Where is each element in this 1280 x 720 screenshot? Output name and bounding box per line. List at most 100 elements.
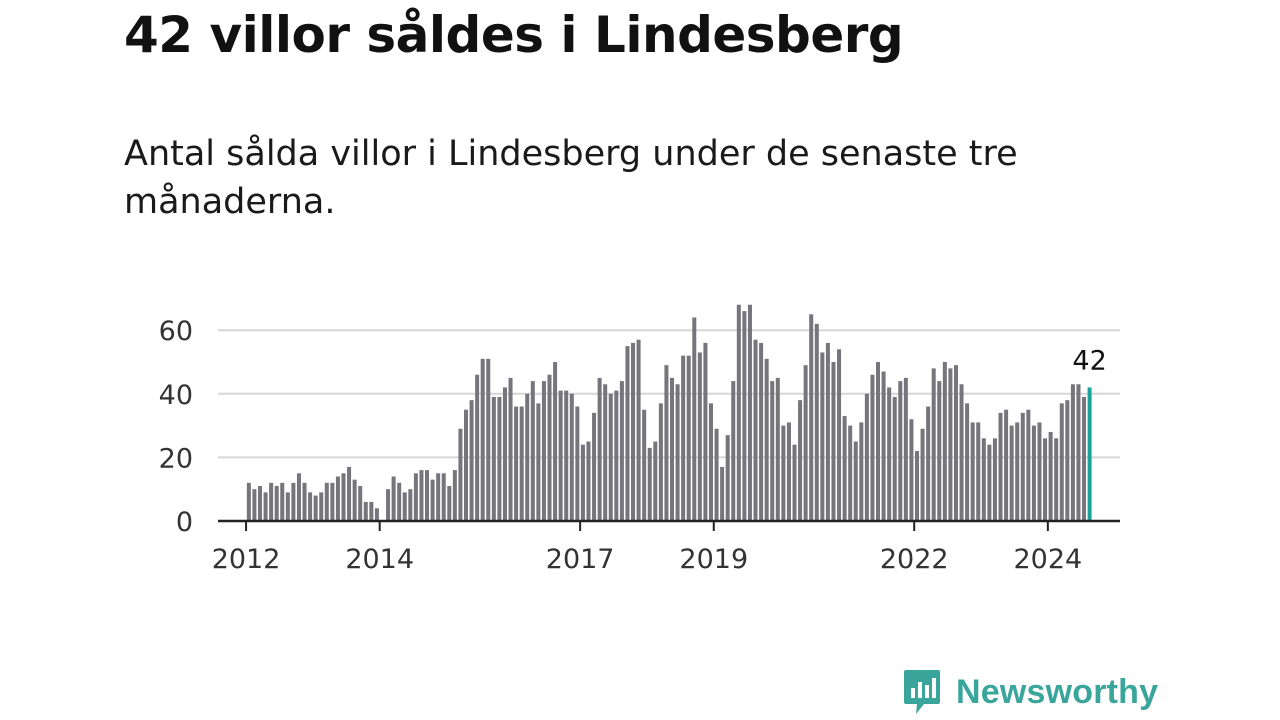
y-tick-label: 0 — [176, 507, 193, 538]
bar — [987, 444, 992, 521]
bar — [837, 349, 842, 521]
bar — [703, 342, 708, 521]
bar — [592, 412, 597, 521]
bar — [514, 406, 519, 521]
bar — [937, 381, 942, 521]
bar — [631, 342, 636, 521]
bar — [731, 381, 736, 521]
bar — [302, 482, 307, 521]
bar — [853, 441, 858, 521]
bar — [814, 323, 819, 521]
bar — [614, 390, 619, 521]
bar — [619, 381, 624, 521]
bar — [842, 416, 847, 521]
bar — [831, 362, 836, 521]
newsworthy-chart-bubble-icon — [904, 670, 940, 714]
bar — [1082, 396, 1087, 521]
bar — [898, 381, 903, 521]
bar — [469, 400, 474, 521]
last-value-label: 42 — [1072, 345, 1106, 376]
bar — [257, 486, 262, 521]
bar — [948, 368, 953, 521]
chart-subtitle: Antal sålda villor i Lindesberg under de… — [124, 134, 1018, 222]
bar — [636, 339, 641, 521]
bar-latest — [1087, 387, 1092, 521]
y-tick-label: 40 — [159, 380, 193, 411]
x-tick-label: 2017 — [546, 544, 615, 575]
bar — [519, 406, 524, 521]
bar — [530, 381, 535, 521]
bar — [725, 435, 730, 521]
bar — [1026, 409, 1031, 521]
bar — [486, 358, 491, 521]
bar — [848, 425, 853, 521]
grid-lines — [218, 329, 1120, 459]
bar — [920, 428, 925, 521]
bar — [541, 381, 546, 521]
bar — [458, 428, 463, 521]
bar — [887, 387, 892, 521]
bar — [914, 451, 919, 521]
bar — [909, 419, 914, 521]
bar — [675, 384, 680, 521]
bar — [653, 441, 658, 521]
bar — [1054, 438, 1059, 521]
bar — [363, 501, 368, 521]
bar — [408, 489, 413, 521]
bar — [714, 428, 719, 521]
bar — [931, 368, 936, 521]
x-tick-label: 2014 — [345, 544, 414, 575]
bar — [770, 381, 775, 521]
bar — [647, 447, 652, 521]
bar — [876, 362, 881, 521]
bar — [475, 374, 480, 521]
bar — [786, 422, 791, 521]
bar — [564, 390, 569, 521]
bar — [942, 362, 947, 521]
bar — [970, 422, 975, 521]
chart-title: 42 villor såldes i Lindesberg — [124, 6, 904, 64]
bar — [386, 489, 391, 521]
newsworthy-brand: Newsworthy — [902, 668, 1158, 716]
y-tick-label: 20 — [159, 443, 193, 474]
bar — [608, 393, 613, 521]
bar — [959, 384, 964, 521]
bar — [347, 466, 352, 521]
bar — [296, 473, 301, 521]
bar — [809, 314, 814, 521]
bar — [1037, 422, 1042, 521]
bar — [775, 377, 780, 521]
bar-chart: 0 20 40 60 2012 2014 2017 2019 2022 2024 42 — [159, 304, 1120, 575]
x-tick-label: 2019 — [679, 544, 748, 575]
bar — [341, 473, 346, 521]
bar — [430, 479, 435, 521]
bar — [502, 387, 507, 521]
bar — [892, 396, 897, 521]
bar — [870, 374, 875, 521]
bar — [313, 495, 318, 521]
bar — [664, 365, 669, 521]
bar — [642, 409, 647, 521]
bar — [859, 422, 864, 521]
bar — [525, 393, 530, 521]
bar — [681, 355, 686, 521]
bar — [291, 482, 296, 521]
bar — [452, 470, 457, 521]
bar — [658, 403, 663, 521]
bar — [369, 501, 374, 521]
bar — [1059, 403, 1064, 521]
bar — [246, 482, 251, 521]
bar — [324, 482, 329, 521]
bar — [864, 393, 869, 521]
bar — [998, 412, 1003, 521]
bar — [558, 390, 563, 521]
bar — [798, 400, 803, 521]
bar — [374, 508, 379, 521]
bar — [319, 492, 324, 521]
bar — [747, 304, 752, 521]
bar — [753, 339, 758, 521]
brand-name: Newsworthy — [956, 672, 1159, 711]
bar — [586, 441, 591, 521]
bar — [252, 489, 257, 521]
y-tick-label: 60 — [159, 316, 193, 347]
